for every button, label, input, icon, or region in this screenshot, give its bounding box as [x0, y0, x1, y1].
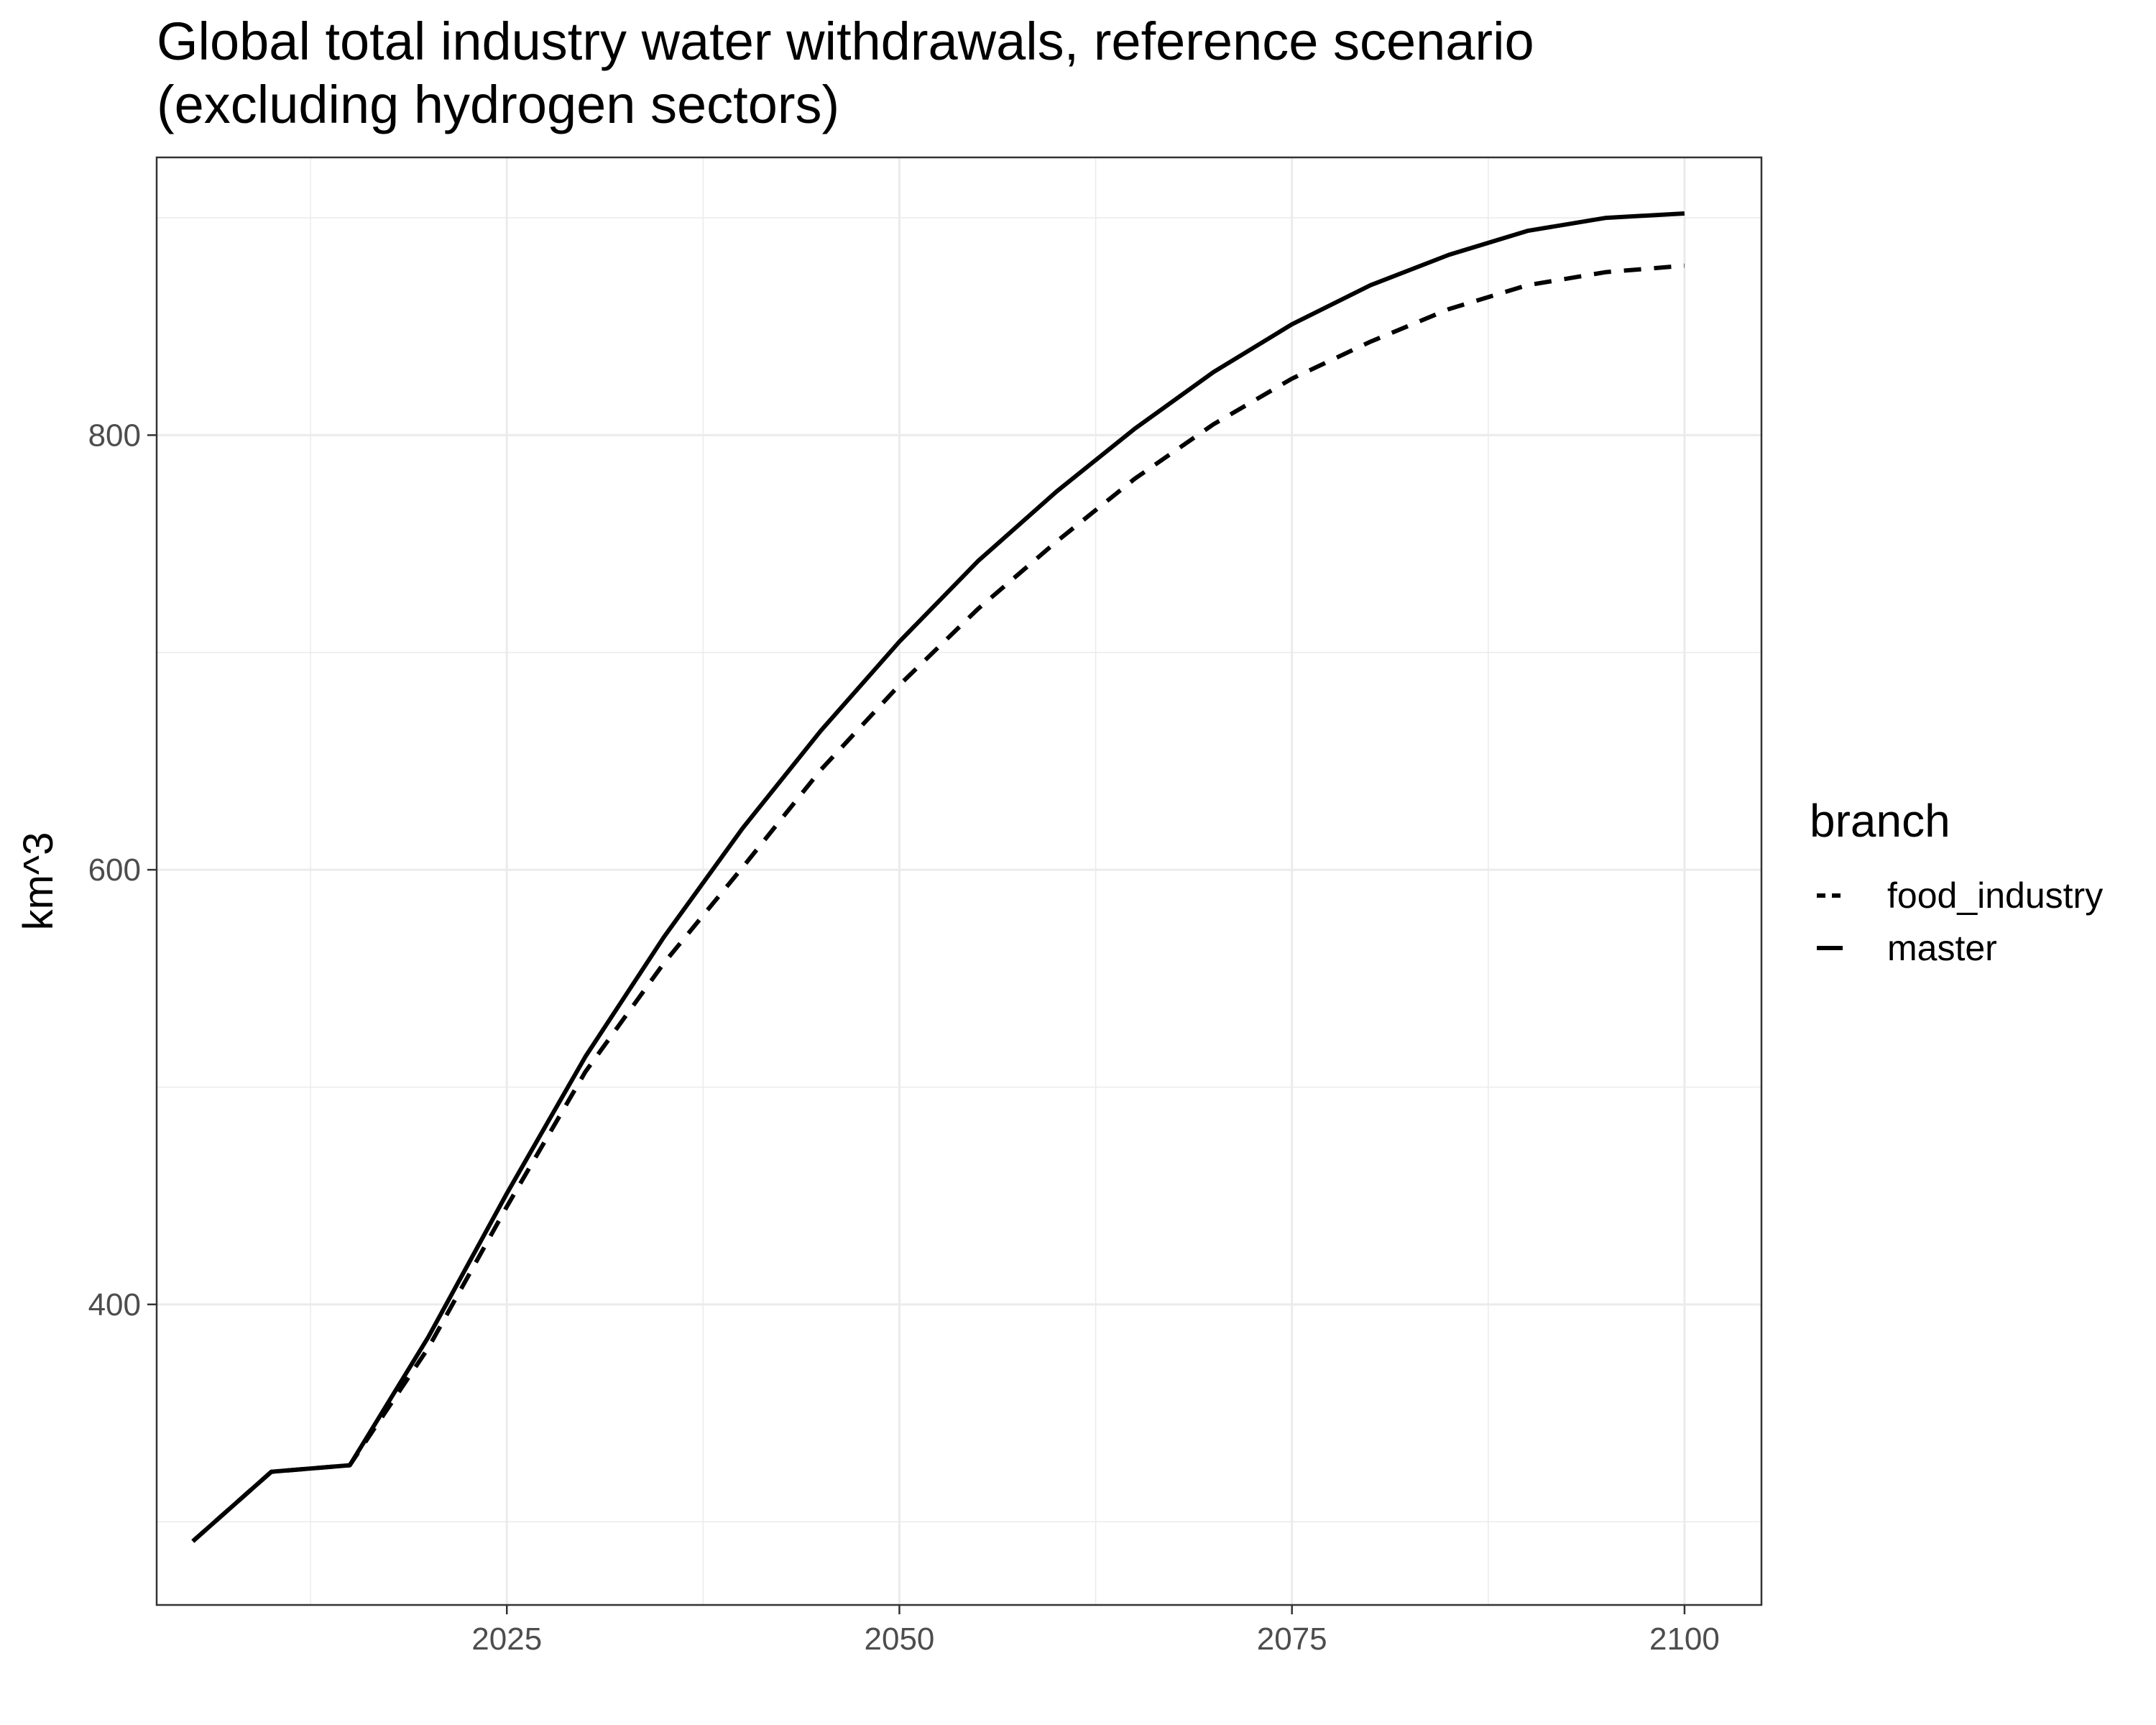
- major-gridlines: [157, 157, 1761, 1605]
- legend-title: branch: [1810, 795, 1950, 847]
- y-axis: 400 600 800: [88, 418, 157, 1322]
- x-tick-label: 2025: [471, 1622, 542, 1657]
- chart-subtitle: (excluding hydrogen sectors): [157, 75, 839, 134]
- chart-title: Global total industry water withdrawals,…: [157, 12, 1534, 71]
- series-lines: [191, 211, 1685, 1543]
- series-line-master: [191, 211, 1685, 1543]
- y-tick-label: 400: [88, 1287, 141, 1322]
- x-tick-label: 2100: [1649, 1622, 1720, 1657]
- y-axis-label: km^3: [15, 832, 62, 931]
- legend-label-master: master: [1887, 928, 1997, 968]
- legend-label-food-industry: food_industry: [1887, 875, 2103, 916]
- y-tick-label: 800: [88, 418, 141, 453]
- plot-panel-border: [155, 156, 1763, 1606]
- x-axis: 2025 2050 2075 2100: [471, 1605, 1720, 1657]
- y-tick-label: 600: [88, 852, 141, 888]
- x-tick-label: 2075: [1257, 1622, 1327, 1657]
- x-tick-label: 2050: [865, 1622, 935, 1657]
